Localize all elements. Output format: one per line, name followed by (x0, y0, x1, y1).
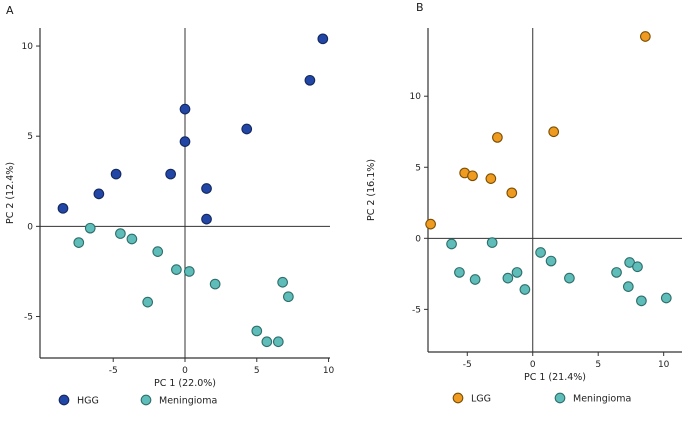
data-point-meningioma (535, 247, 546, 258)
data-point-lgg (639, 31, 651, 42)
pca-scatter-chart-b: -5 0 5 10 -5 0 5 10 PC 1 (21.4%) PC 2 (16.1%) LGG M… (366, 28, 682, 405)
y-tick-label: -5 (412, 305, 421, 315)
x-tick-label: 0 (530, 360, 536, 370)
data-point-meningioma (611, 267, 622, 278)
data-point-hgg (304, 74, 316, 86)
legend-label-meningioma: Meningioma (573, 394, 631, 405)
x-tick-label: -5 (109, 366, 118, 376)
data-point-hgg (241, 123, 253, 135)
data-point-meningioma (446, 238, 457, 250)
data-point-meningioma (283, 291, 294, 303)
pca-scatter-chart-a: -5 0 5 10 -5 0 5 10 PC 1 (22.0%) PC 2 (12.4%) HGG M… (5, 28, 335, 407)
x-axis-label: PC 1 (22.0%) (154, 378, 216, 389)
y-tick-label: 5 (415, 163, 421, 173)
data-point-meningioma (261, 336, 273, 348)
x-tick-label: -5 (463, 360, 472, 370)
data-point-meningioma (502, 272, 514, 284)
data-point-meningioma (84, 222, 96, 234)
panel-a: -5 0 5 10 -5 0 5 10 PC 1 (22.0%) PC 2 (12.4%) HGG M… (5, 28, 335, 407)
panel-b: -5 0 5 10 -5 0 5 10 PC 1 (21.4%) PC 2 (16.1%) LGG M… (360, 0, 688, 422)
data-point-lgg (425, 218, 436, 230)
data-point-meningioma (272, 336, 284, 348)
data-point-meningioma (622, 281, 634, 292)
data-point-meningioma (209, 278, 221, 290)
data-point-lgg (467, 170, 478, 182)
legend-swatch-lgg (452, 392, 464, 404)
data-point-meningioma (636, 295, 647, 307)
y-tick-label: -5 (24, 313, 33, 323)
x-tick-label: 5 (595, 360, 601, 370)
data-point-meningioma (277, 276, 288, 288)
data-point-lgg (492, 132, 503, 143)
data-point-hgg (110, 168, 122, 180)
data-point-meningioma (142, 296, 154, 308)
data-point-meningioma (486, 237, 498, 248)
data-point-meningioma (73, 237, 85, 248)
data-point-hgg (201, 213, 212, 225)
panel-a-label: A (6, 4, 14, 17)
legend-label-lgg: LGG (471, 394, 491, 405)
data-point-hgg (93, 188, 105, 200)
legend-swatch-meningioma (554, 392, 566, 404)
data-point-lgg (548, 126, 560, 138)
y-axis-label: PC 2 (12.4%) (5, 162, 16, 224)
legend-swatch-hgg (58, 394, 70, 406)
y-tick-label: 0 (415, 234, 421, 244)
data-point-hgg (179, 136, 191, 147)
y-tick-label: 5 (27, 132, 33, 142)
data-point-meningioma (519, 284, 531, 295)
x-tick-label: 10 (323, 366, 335, 376)
data-point-meningioma (511, 267, 523, 278)
panel-b-label: B (416, 1, 424, 14)
data-point-meningioma (545, 255, 557, 267)
data-point-meningioma (469, 274, 481, 285)
x-tick-label: 0 (182, 366, 188, 376)
data-point-meningioma (251, 325, 263, 337)
data-point-meningioma (454, 267, 465, 278)
data-point-hgg (179, 103, 191, 115)
y-tick-label: 10 (22, 42, 34, 52)
legend-label-meningioma: Meningioma (159, 396, 217, 407)
x-axis-label: PC 1 (21.4%) (524, 372, 586, 383)
data-point-meningioma (632, 261, 643, 273)
data-point-meningioma (660, 292, 672, 304)
y-tick-label: 0 (27, 222, 33, 232)
data-point-lgg (485, 173, 497, 184)
data-point-hgg (317, 33, 329, 45)
legend-label-hgg: HGG (77, 396, 99, 407)
y-tick-label: 10 (410, 92, 422, 102)
data-point-hgg (201, 183, 212, 194)
data-point-lgg (506, 187, 518, 199)
data-point-hgg (165, 168, 176, 180)
x-tick-label: 10 (658, 360, 670, 370)
y-axis-label: PC 2 (16.1%) (366, 159, 377, 221)
data-point-meningioma (126, 233, 138, 245)
data-point-hgg (57, 202, 69, 214)
data-point-meningioma (183, 266, 195, 277)
data-point-meningioma (152, 246, 164, 257)
data-point-meningioma (564, 272, 575, 284)
data-point-meningioma (115, 228, 126, 239)
data-point-meningioma (171, 264, 182, 275)
legend-swatch-meningioma (140, 394, 152, 406)
x-tick-label: 5 (254, 366, 260, 376)
